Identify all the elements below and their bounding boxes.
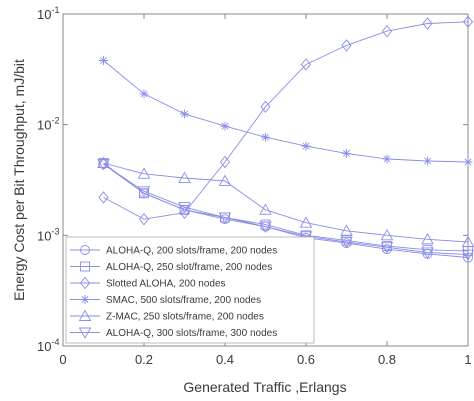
legend-marker xyxy=(78,327,92,339)
legend-label: ALOHA-Q, 200 slots/frame, 200 nodes xyxy=(106,246,277,257)
data-point-diamond xyxy=(260,100,271,114)
data-point-triangle-down xyxy=(421,247,434,259)
series-lines xyxy=(103,21,469,258)
data-point-triangle-down xyxy=(218,212,232,224)
data-point-star xyxy=(423,156,432,166)
data-point-star xyxy=(139,89,149,99)
data-point-triangle-up xyxy=(461,235,474,247)
legend-items: ALOHA-Q, 200 slots/frame, 200 nodes ALOHA… xyxy=(70,245,277,339)
data-point-triangle-down xyxy=(340,237,353,249)
data-point-star xyxy=(382,154,392,164)
legend: ALOHA-Q, 200 slots/frame, 200 nodes ALOHA… xyxy=(65,236,315,344)
legend-marker xyxy=(80,261,90,272)
data-point-square xyxy=(139,188,149,199)
data-point-triangle-up xyxy=(421,232,434,245)
series-line-3 xyxy=(103,21,469,220)
data-point-star xyxy=(99,56,108,66)
data-point-triangle-up xyxy=(259,203,272,215)
legend-label: Slotted ALOHA, 200 nodes xyxy=(106,279,226,290)
data-point-triangle-up xyxy=(97,156,110,168)
y-tick-label: 10-4 xyxy=(37,337,59,354)
y-axis-label: Energy Cost per Bit Throughput, mJ/bit xyxy=(11,59,27,301)
data-point-square xyxy=(341,235,352,246)
legend-box xyxy=(65,236,315,344)
x-tick-label: 0.4 xyxy=(216,352,234,367)
legend-label: SMAC, 500 slots/frame, 200 nodes xyxy=(106,295,261,306)
data-point-triangle-up xyxy=(137,167,151,179)
data-point-triangle-down xyxy=(380,242,394,254)
y-tick-label: 10-2 xyxy=(37,116,59,133)
y-tick-label: 10-1 xyxy=(37,5,59,22)
data-point-triangle-down xyxy=(178,202,191,214)
series-line-4 xyxy=(103,60,469,163)
legend-label: ALOHA-Q, 250 slot/frame, 200 nodes xyxy=(106,262,272,273)
series-markers xyxy=(97,15,474,263)
data-point-star xyxy=(301,141,311,151)
series-line-5 xyxy=(103,162,469,243)
data-point-star xyxy=(220,121,230,131)
series-line-2 xyxy=(103,162,469,252)
legend-label: Z-MAC, 250 slots/frame, 200 nodes xyxy=(106,312,264,323)
x-tick-label: 0.6 xyxy=(297,352,315,367)
data-point-star xyxy=(463,157,473,167)
data-point-diamond xyxy=(179,206,190,219)
data-point-triangle-up xyxy=(218,174,232,186)
data-point-triangle-up xyxy=(380,228,394,241)
data-point-star xyxy=(180,109,189,119)
x-axis-label: Generated Traffic ,Erlangs xyxy=(183,379,346,395)
legend-label: ALOHA-Q, 300 slots/frame, 300 nodes xyxy=(106,328,277,339)
legend-marker xyxy=(80,295,90,304)
x-tick-label: 0.2 xyxy=(135,352,153,367)
data-point-diamond xyxy=(381,24,393,38)
data-point-square xyxy=(382,241,392,252)
data-point-diamond xyxy=(98,191,109,204)
data-point-triangle-up xyxy=(299,216,313,228)
data-point-diamond xyxy=(219,155,231,169)
legend-marker xyxy=(78,309,92,321)
data-point-square xyxy=(179,204,190,215)
x-tick-label: 0 xyxy=(59,352,66,367)
data-point-diamond xyxy=(462,15,474,29)
data-point-diamond xyxy=(422,17,433,30)
legend-marker xyxy=(80,245,90,255)
legend-marker xyxy=(79,276,91,290)
y-tick-label: 10-3 xyxy=(37,226,59,243)
series-line-6 xyxy=(103,163,469,256)
data-point-triangle-up xyxy=(178,171,191,183)
data-point-diamond xyxy=(341,39,352,52)
x-tick-label: 0.8 xyxy=(378,352,396,367)
data-point-star xyxy=(342,148,351,158)
data-point-diamond xyxy=(300,58,312,71)
data-point-diamond xyxy=(138,212,150,226)
data-point-triangle-down xyxy=(137,186,151,198)
data-point-circle xyxy=(463,252,473,263)
data-point-triangle-down xyxy=(259,221,272,234)
data-point-star xyxy=(261,132,270,142)
data-point-triangle-down xyxy=(461,249,474,262)
data-point-triangle-up xyxy=(340,224,353,236)
data-point-triangle-down xyxy=(97,159,110,171)
x-tick-label: 1 xyxy=(464,352,471,367)
